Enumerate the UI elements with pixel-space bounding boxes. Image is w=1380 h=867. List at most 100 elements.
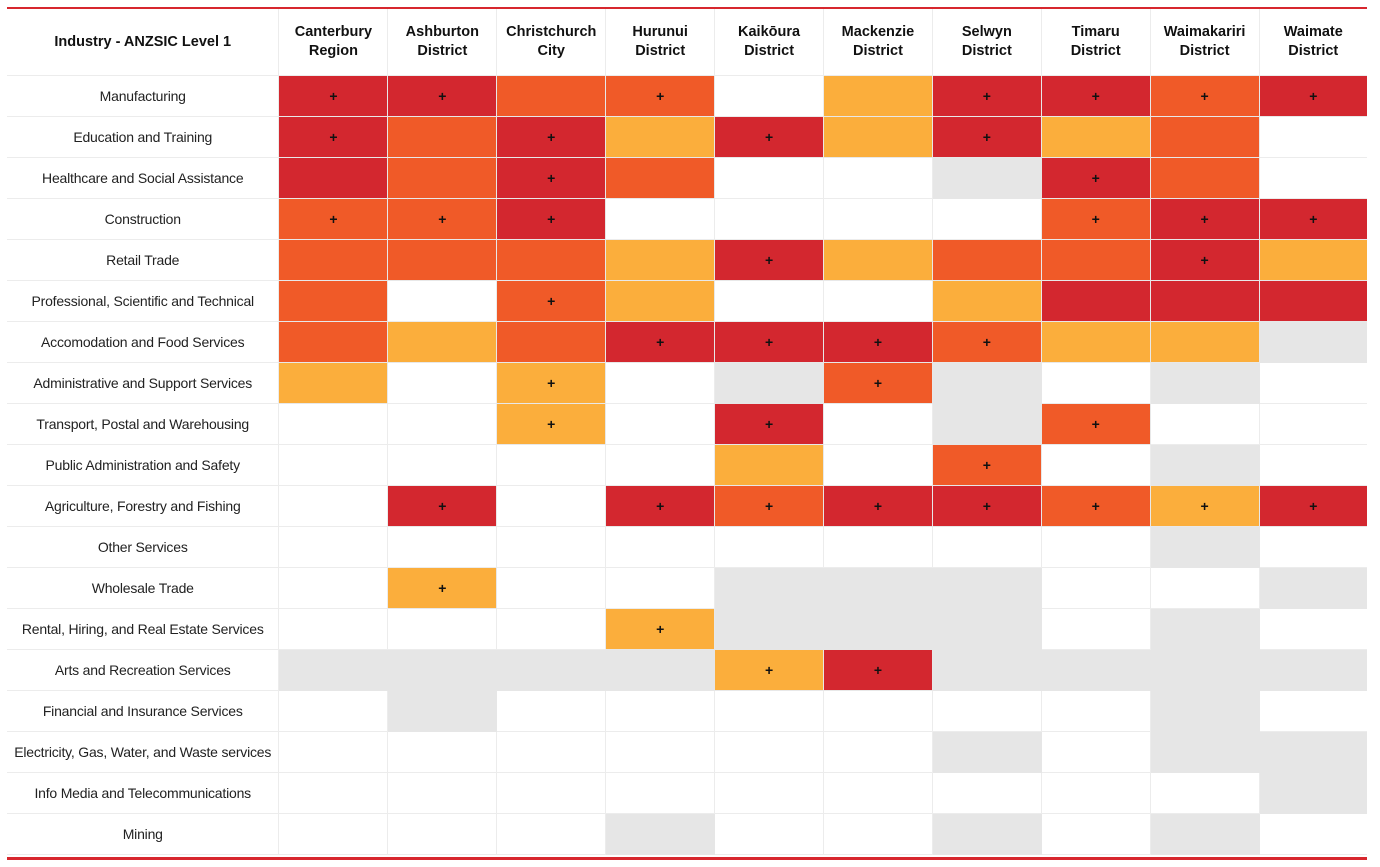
heatmap-cell (1150, 444, 1260, 486)
table-row: Construction + + + + + + (7, 198, 1367, 240)
heatmap-cell (932, 731, 1042, 773)
column-header: Kaikōura District (714, 9, 824, 76)
plus-marker: + (764, 252, 774, 268)
heatmap-cell: + (387, 75, 498, 117)
heatmap-cell (278, 280, 389, 322)
table-row: Mining (7, 813, 1367, 855)
heatmap-cell (1150, 731, 1260, 773)
heatmap-cell (714, 608, 824, 650)
plus-marker: + (1309, 498, 1318, 514)
heatmap-cell: + (714, 116, 824, 158)
heatmap-cell (278, 772, 389, 814)
column-header-line: Waimakariri (1163, 24, 1246, 40)
column-header: Waimakariri District (1150, 9, 1260, 76)
heatmap-cell (1150, 403, 1260, 445)
plus-marker: + (656, 334, 665, 350)
industry-label: Administrative and Support Services (7, 362, 280, 404)
heatmap-cell (932, 362, 1042, 404)
heatmap-cell (1150, 157, 1260, 199)
heatmap-cell (1259, 772, 1367, 814)
column-header-line: Region (308, 43, 358, 59)
heatmap-cell: + (605, 75, 716, 117)
heatmap-cell: + (605, 608, 716, 650)
heatmap-cell: + (605, 485, 716, 527)
heatmap-cell (605, 444, 716, 486)
heatmap-cell (1259, 403, 1367, 445)
plus-marker: + (764, 334, 774, 350)
column-header-line: District (961, 43, 1012, 59)
heatmap-cell (605, 362, 716, 404)
heatmap-cell (823, 403, 933, 445)
heatmap-cell (1259, 608, 1367, 650)
heatmap-cell (387, 772, 498, 814)
column-header-line: District (1070, 43, 1121, 59)
plus-marker: + (764, 129, 774, 145)
heatmap-cell: + (714, 485, 824, 527)
heatmap-cell: + (1259, 198, 1367, 240)
heatmap-cell: + (605, 321, 716, 363)
heatmap-cell (387, 649, 498, 691)
heatmap-cell (823, 280, 933, 322)
industry-label: Financial and Insurance Services (7, 690, 280, 732)
heatmap-cell: + (278, 75, 389, 117)
heatmap-cell (1041, 321, 1151, 363)
heatmap-cell (932, 280, 1042, 322)
heatmap-cell: + (823, 485, 933, 527)
heatmap-cell: + (823, 649, 933, 691)
table-row: Arts and Recreation Services + + (7, 649, 1367, 691)
plus-marker: + (547, 375, 556, 391)
heatmap-cell: + (496, 362, 607, 404)
table-row: Financial and Insurance Services (7, 690, 1367, 732)
heatmap-cell (605, 731, 716, 773)
heatmap-cell: + (1150, 485, 1260, 527)
heatmap-cell: + (714, 321, 824, 363)
heatmap-cell (1041, 280, 1151, 322)
heatmap-cell: + (496, 157, 607, 199)
table-row: Retail Trade + + (7, 239, 1367, 281)
plus-marker: + (1091, 498, 1100, 514)
heatmap-cell (932, 157, 1042, 199)
column-header: Canterbury Region (278, 9, 389, 76)
heatmap-cell: + (496, 403, 607, 445)
heatmap-cell: + (1041, 157, 1151, 199)
heatmap-cell (1041, 731, 1151, 773)
heatmap-cell (1259, 813, 1367, 855)
heatmap-cell (1041, 649, 1151, 691)
heatmap-cell (278, 526, 389, 568)
heatmap-cell (387, 362, 498, 404)
heatmap-body: Manufacturing + + + + + + + Education and Traini… (7, 75, 1367, 855)
table-row: Transport, Postal and Warehousing + + + (7, 403, 1367, 445)
plus-marker: + (764, 498, 774, 514)
heatmap-cell (496, 485, 607, 527)
heatmap-cell: + (278, 116, 389, 158)
heatmap-cell: + (823, 321, 933, 363)
column-header-line: Mackenzie (841, 24, 915, 40)
heatmap-cell (1259, 321, 1367, 363)
heatmap-cell (387, 526, 498, 568)
heatmap-cell (823, 239, 933, 281)
heatmap-cell: + (932, 485, 1042, 527)
heatmap-cell (1041, 526, 1151, 568)
plus-marker: + (982, 457, 991, 473)
heatmap-cell (932, 567, 1042, 609)
plus-marker: + (982, 498, 991, 514)
heatmap-cell (1150, 362, 1260, 404)
heatmap-cell (387, 731, 498, 773)
heatmap-cell (1150, 526, 1260, 568)
heatmap-cell: + (496, 280, 607, 322)
heatmap-cell: + (823, 362, 933, 404)
heatmap-cell (1150, 649, 1260, 691)
plus-marker: + (656, 498, 665, 514)
heatmap-cell (714, 731, 824, 773)
heatmap-cell (278, 444, 389, 486)
industry-label: Agriculture, Forestry and Fishing (7, 485, 280, 527)
plus-marker: + (438, 580, 447, 596)
plus-marker: + (329, 88, 338, 104)
heatmap-cell (1150, 813, 1260, 855)
heatmap-cell (496, 75, 607, 117)
heatmap-cell (278, 239, 389, 281)
heatmap-cell (496, 813, 607, 855)
heatmap-cell: + (496, 116, 607, 158)
heatmap-cell: + (1150, 198, 1260, 240)
heatmap-cell (496, 772, 607, 814)
